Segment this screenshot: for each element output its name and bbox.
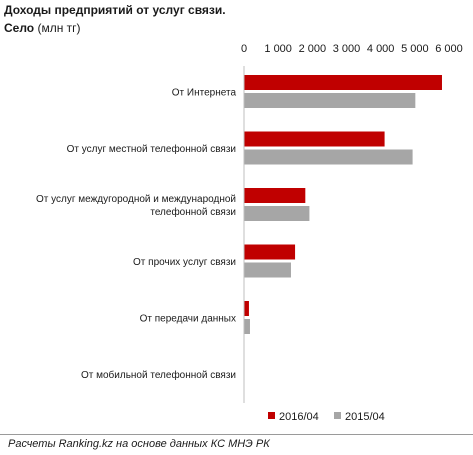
bar-2015 bbox=[244, 93, 416, 108]
x-tick-label: 6 000 bbox=[435, 43, 463, 55]
bar-2016 bbox=[244, 188, 306, 203]
subtitle-bold: Село bbox=[4, 21, 35, 35]
legend-swatch bbox=[334, 412, 341, 419]
x-tick-label: 2 000 bbox=[299, 43, 327, 55]
legend-label: 2015/04 bbox=[345, 411, 385, 423]
legend-swatch bbox=[268, 412, 275, 419]
chart-subtitle: Село (млн тг) bbox=[4, 21, 81, 35]
legend-label: 2016/04 bbox=[279, 411, 319, 423]
source-note: Расчеты Ranking.kz на основе данных КС М… bbox=[8, 438, 270, 450]
bar-2016 bbox=[244, 301, 249, 316]
bar-2016 bbox=[244, 244, 296, 260]
category-label: От прочих услуг связи bbox=[133, 257, 236, 268]
subtitle-unit: (млн тг) bbox=[34, 21, 81, 35]
bar-chart: 0 1 000 2 000 3 000 4 000 5 000 6 000 От Интерн… bbox=[36, 43, 463, 423]
category-label: От услуг местной телефонной связи bbox=[67, 143, 236, 155]
x-tick-label: 1 000 bbox=[264, 43, 292, 55]
category-label: От мобильной телефонной связи bbox=[81, 369, 236, 381]
category-label: От Интернета bbox=[172, 88, 237, 99]
x-tick-label: 5 000 bbox=[401, 43, 429, 55]
bar-2015 bbox=[244, 149, 413, 165]
bar-2015 bbox=[244, 206, 310, 221]
bar-2016 bbox=[244, 131, 385, 147]
chart-title: Доходы предприятий от услуг связи. bbox=[4, 3, 226, 17]
category-label: От передачи данных bbox=[140, 314, 236, 325]
bar-2016 bbox=[244, 75, 442, 90]
bar-2015 bbox=[244, 262, 291, 278]
category-label: телефонной связи bbox=[150, 206, 236, 218]
category-label: От услуг междугородной и международной bbox=[36, 194, 236, 205]
footer-divider bbox=[0, 434, 473, 435]
x-tick-label: 0 bbox=[241, 43, 247, 55]
bar-2015 bbox=[244, 319, 250, 334]
x-tick-label: 3 000 bbox=[333, 43, 361, 55]
x-tick-label: 4 000 bbox=[367, 43, 395, 55]
